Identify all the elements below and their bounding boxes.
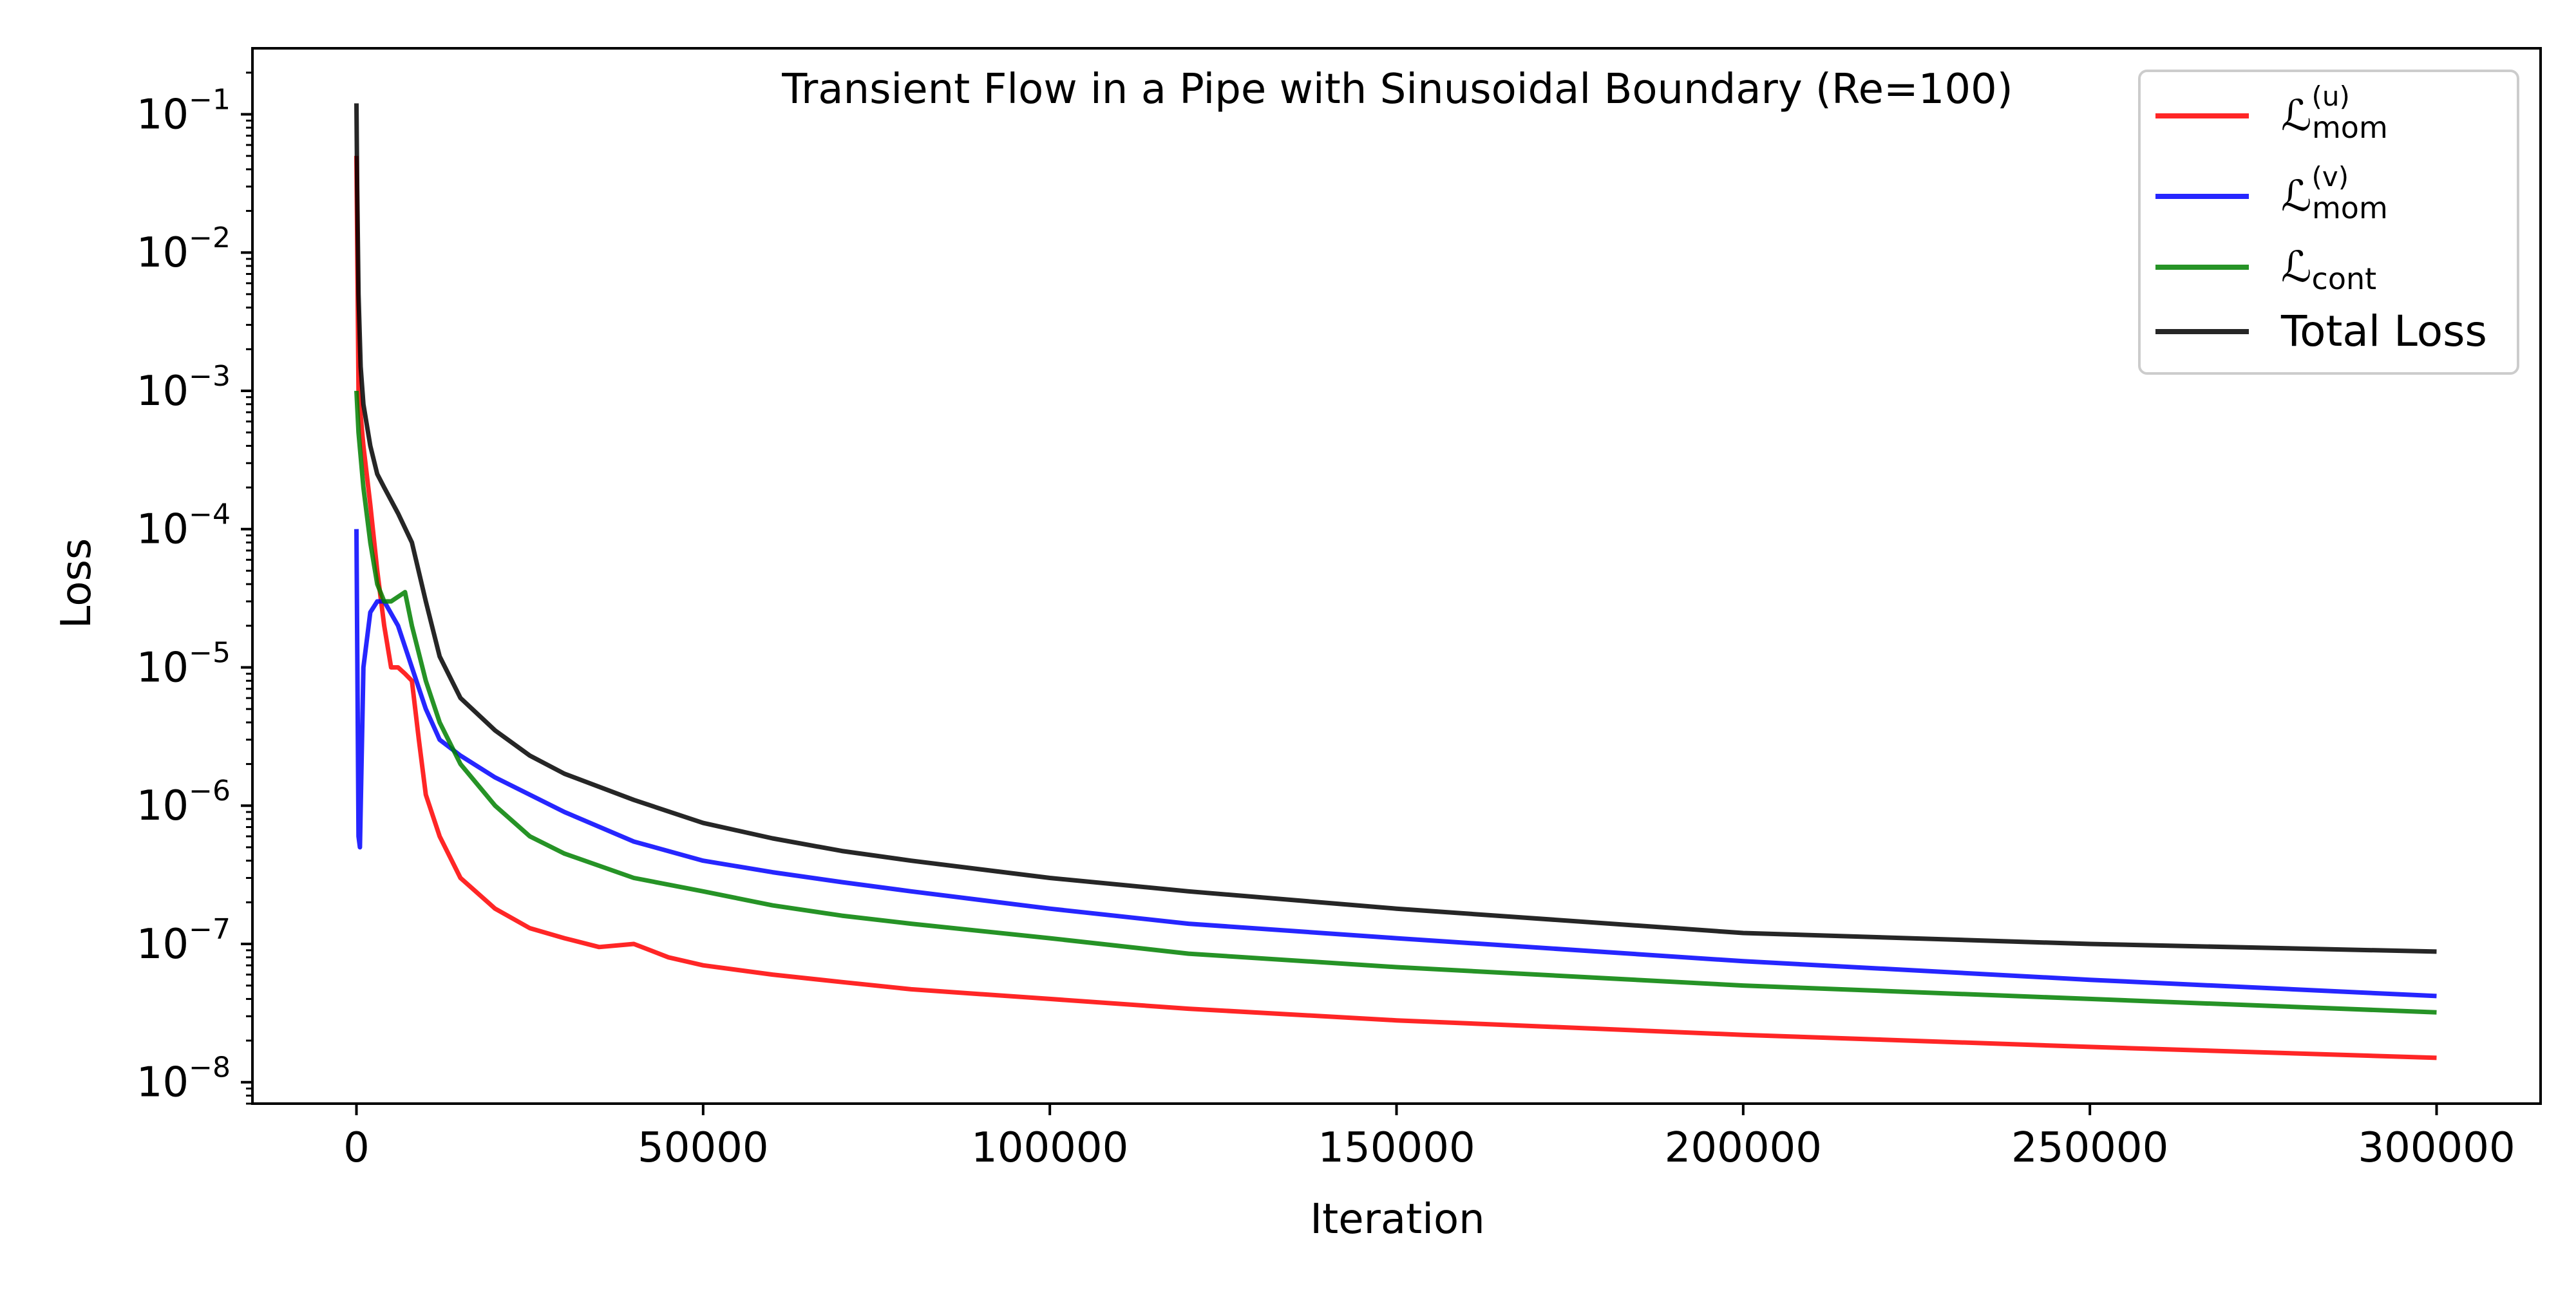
series-group: [354, 103, 2437, 1060]
y-tick-label: 10−2: [137, 221, 231, 277]
legend-entry: Total Loss: [2280, 306, 2487, 356]
series-line-0: [354, 156, 2437, 1060]
series-line-2: [354, 390, 2437, 1015]
legend-entry: ℒ(u) mom: [2281, 80, 2388, 145]
x-tick-label: 300000: [2358, 1124, 2515, 1172]
chart-title: Transient Flow in a Pipe with Sinusoidal…: [781, 66, 2012, 113]
plot-area: [354, 103, 2437, 1060]
x-tick-label: 150000: [1318, 1124, 1475, 1172]
y-tick-label: 10−7: [137, 913, 231, 968]
y-tick-label: 10−4: [137, 498, 231, 554]
y-tick-label: 10−6: [137, 775, 231, 830]
axes: 0 50000 100000 150000 200000 250000 300000 10−8…: [137, 47, 2542, 1172]
legend-entry: ℒ(v) mom: [2281, 161, 2388, 225]
x-tick-label: 100000: [971, 1124, 1128, 1172]
series-line-1: [354, 529, 2437, 999]
y-tick-label: 10−5: [137, 636, 231, 692]
series-line-3: [354, 103, 2437, 954]
x-tick-label: 250000: [2011, 1124, 2168, 1172]
legend-box: [2138, 70, 2519, 375]
x-tick-label: 200000: [1665, 1124, 1822, 1172]
legend: ℒ(u) mom ℒ(v) mom ℒcont Total Loss: [2138, 70, 2519, 375]
y-tick-label: 10−8: [137, 1051, 231, 1107]
x-axis-label: Iteration: [1310, 1196, 1484, 1243]
legend-entry: ℒcont: [2281, 242, 2376, 296]
x-tick-label: 50000: [638, 1124, 769, 1172]
x-tick-label: 0: [343, 1124, 370, 1172]
y-tick-label: 10−3: [137, 360, 231, 415]
y-tick-label: 10−1: [137, 83, 231, 138]
y-axis-label: Loss: [53, 538, 100, 628]
